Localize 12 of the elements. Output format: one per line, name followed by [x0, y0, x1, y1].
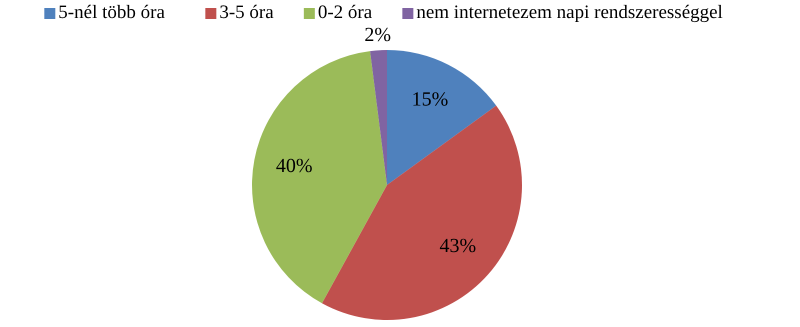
legend-label: 3-5 óra — [219, 2, 274, 23]
pie-slice — [322, 106, 522, 320]
data-label: 43% — [440, 235, 476, 258]
data-label: 2% — [364, 24, 391, 46]
pie-slice — [387, 50, 496, 185]
pie-slice — [252, 51, 387, 304]
pie-slice — [370, 50, 387, 185]
data-label: 15% — [412, 88, 448, 110]
legend-label: nem internetezem napi rendszerességgel — [416, 2, 723, 23]
legend-label: 0-2 óra — [318, 2, 373, 23]
legend-label: 5-nél több óra — [58, 2, 166, 23]
data-label: 40% — [276, 154, 313, 177]
